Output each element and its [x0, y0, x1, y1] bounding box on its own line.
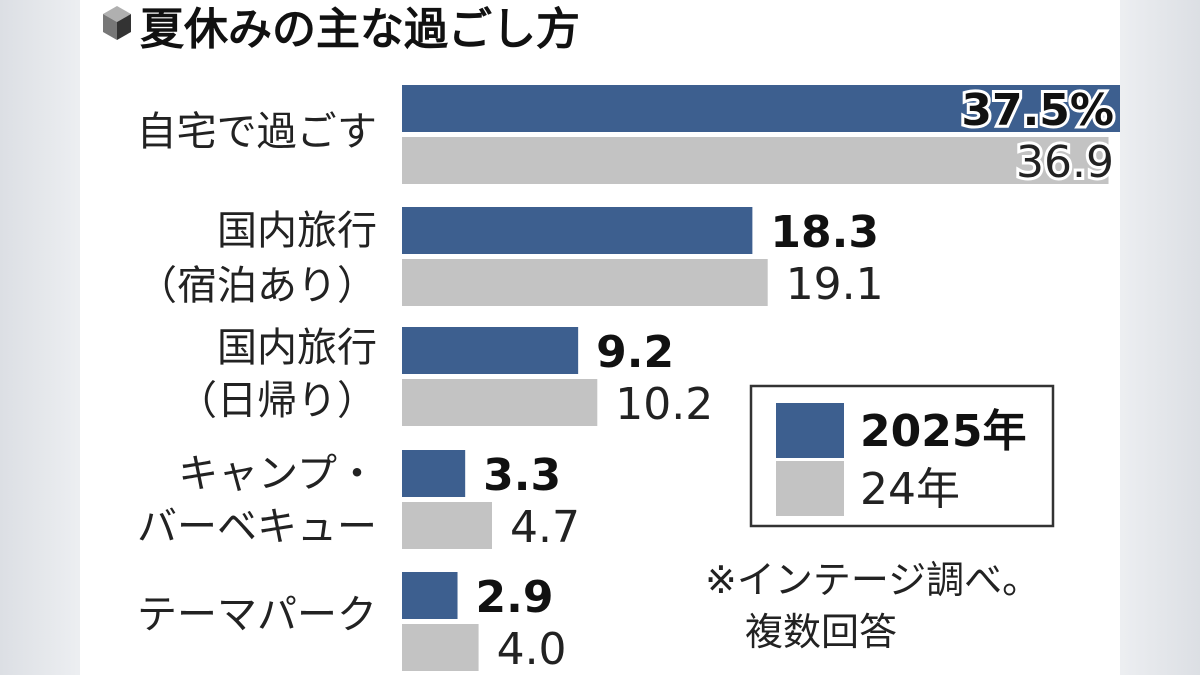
bars-layer	[402, 85, 1120, 671]
legend-label-2025: 2025年	[860, 406, 1026, 457]
cube-icon	[103, 6, 131, 40]
category-label: 国内旅行	[217, 208, 377, 254]
value-label-2024: 4.7	[510, 502, 580, 553]
bar-2025	[402, 85, 1120, 132]
bar-chart: 夏休みの主な過ごし方 自宅で過ごす 37.5%36.9 国内旅行 （宿泊あり） 18.3…	[103, 4, 1120, 675]
category-label: テーマパーク	[137, 592, 377, 638]
bar-2024	[402, 502, 492, 549]
bar-2025	[402, 207, 753, 254]
value-label-2025: 9.2	[596, 327, 674, 378]
bar-2025	[402, 327, 579, 374]
bar-2025	[402, 450, 466, 497]
legend: 2025年 24年	[749, 384, 1055, 528]
bar-2024	[402, 259, 768, 306]
source-note-line-2: 複数回答	[745, 610, 897, 654]
bar-2025	[402, 572, 458, 619]
category-label: （宿泊あり）	[137, 263, 377, 309]
category-label: 自宅で過ごす	[137, 109, 377, 155]
legend-swatch-2025	[776, 403, 844, 458]
value-label-2024: 4.0	[497, 624, 567, 675]
bar-2024	[402, 137, 1109, 184]
value-label-2024: 36.9	[1016, 137, 1114, 188]
value-label-2024: 10.2	[615, 379, 713, 430]
bar-2024	[402, 624, 479, 671]
value-label-2025: 2.9	[476, 572, 554, 623]
chart-title: 夏休みの主な過ごし方	[140, 4, 580, 55]
category-label: 国内旅行	[217, 325, 377, 371]
chart-figure: 夏休みの主な過ごし方 自宅で過ごす 37.5% 36.9 国内旅行 （宿泊あり） 18.3…	[80, 0, 1120, 675]
category-label: バーベキュー	[137, 504, 377, 550]
legend-swatch-24	[776, 461, 844, 516]
value-label-2025: 18.3	[770, 207, 879, 258]
bar-2024	[402, 379, 598, 426]
value-label-2025: 37.5%	[961, 85, 1114, 136]
value-label-2025: 3.3	[483, 450, 561, 501]
labels-layer: 自宅で過ごす 37.5%36.9 国内旅行 （宿泊あり） 18.319.1 国内旅行 （日帰…	[137, 82, 1117, 675]
legend-label-24: 24年	[860, 464, 960, 515]
source-note-line-1: ※インテージ調べ。	[705, 558, 1040, 602]
value-label-2024: 19.1	[786, 259, 884, 310]
category-label: （日帰り）	[177, 378, 377, 424]
category-label: キャンプ・	[178, 451, 377, 497]
